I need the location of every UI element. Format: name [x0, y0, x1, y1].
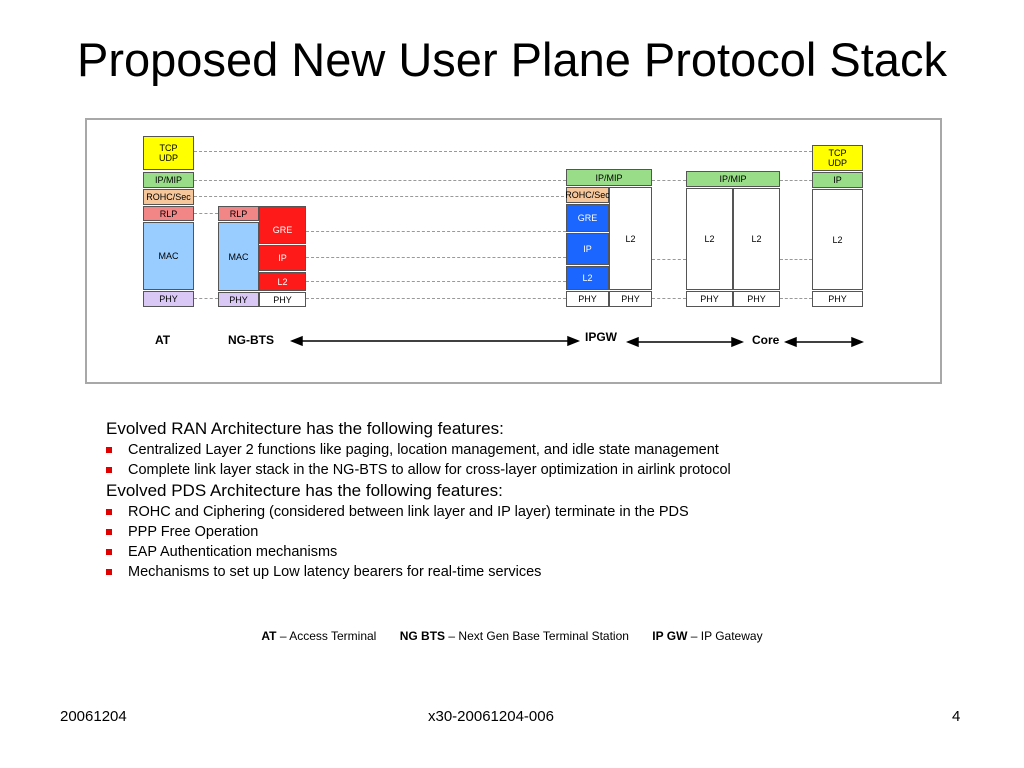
pds-bullet-4: Mechanisms to set up Low latency bearers…: [106, 562, 986, 582]
ipgw-l2-right-layer: L2: [609, 187, 652, 290]
ran-heading: Evolved RAN Architecture has the followi…: [106, 419, 504, 438]
legend-at: AT – Access Terminal: [261, 629, 377, 643]
features-section: Evolved RAN Architecture has the followi…: [106, 418, 986, 582]
server-l2-layer: L2: [812, 189, 863, 290]
ipgw-gre-layer: GRE: [566, 204, 609, 232]
at-mac-layer: MAC: [143, 222, 194, 290]
server-tcp-udp-layer: TCP UDP: [812, 145, 863, 171]
dashed-line-l2-core: [652, 259, 686, 260]
ipgw-ip-layer: IP: [566, 233, 609, 265]
pds-bullet-2: PPP Free Operation: [106, 522, 986, 542]
bullet-square-icon: [106, 447, 112, 453]
core-ip-mip-layer: IP/MIP: [686, 171, 780, 187]
dashed-line-ip: [194, 180, 566, 181]
label-ngbts: NG-BTS: [228, 333, 274, 347]
legend-ngbts: NG BTS – Next Gen Base Terminal Station: [399, 629, 629, 643]
ngbts-phy-left-layer: PHY: [218, 292, 259, 307]
bullet-square-icon: [106, 569, 112, 575]
dashed-line-ipl: [306, 257, 566, 258]
dashed-line-phy-2: [306, 298, 566, 299]
dashed-line-rohc: [194, 196, 564, 197]
dashed-line-phy-4: [780, 298, 812, 299]
footer-doc-id: x30-20061204-006: [428, 708, 554, 725]
dashed-line-l2-server: [780, 259, 812, 260]
label-core: Core: [752, 333, 780, 347]
label-ipgw: IPGW: [585, 330, 617, 344]
core-phy-right-layer: PHY: [733, 291, 780, 307]
footer-page-number: 4: [952, 708, 961, 725]
ngbts-phy-right-layer: PHY: [259, 292, 306, 307]
ipgw-phy-right-layer: PHY: [609, 291, 652, 307]
ngbts-rlp-layer: RLP: [218, 206, 259, 221]
bullet-square-icon: [106, 509, 112, 515]
ngbts-ip-layer: IP: [259, 245, 306, 271]
dashed-line-ip-core: [780, 180, 812, 181]
at-rohc-sec-layer: ROHC/Sec: [143, 189, 194, 205]
core-l2-right-layer: L2: [733, 188, 780, 290]
ipgw-phy-left-layer: PHY: [566, 291, 609, 307]
bullet-square-icon: [106, 467, 112, 473]
protocol-stack-diagram: [85, 118, 942, 384]
pds-bullet-1: ROHC and Ciphering (considered between l…: [106, 502, 986, 522]
core-phy-left-layer: PHY: [686, 291, 733, 307]
at-ip-mip-layer: IP/MIP: [143, 172, 194, 188]
at-phy-layer: PHY: [143, 291, 194, 307]
bullet-square-icon: [106, 529, 112, 535]
ipgw-ip-mip-layer: IP/MIP: [566, 169, 652, 186]
ran-bullet-2: Complete link layer stack in the NG-BTS …: [106, 460, 986, 480]
dashed-line-gre: [306, 231, 566, 232]
dashed-line-phy-3: [652, 298, 686, 299]
dashed-line-l2: [306, 281, 566, 282]
footer-date: 20061204: [60, 708, 127, 725]
abbreviation-legend: AT – Access Terminal NG BTS – Next Gen B…: [0, 629, 1024, 643]
at-tcp-udp-layer: TCP UDP: [143, 136, 194, 170]
legend-ipgw: IP GW – IP Gateway: [652, 629, 763, 643]
dashed-line-tcp: [194, 151, 812, 152]
ipgw-rohc-sec-layer: ROHC/Sec: [565, 187, 610, 203]
pds-bullet-3: EAP Authentication mechanisms: [106, 542, 986, 562]
ngbts-gre-layer: GRE: [259, 206, 306, 244]
ngbts-mac-layer: MAC: [218, 222, 259, 291]
label-at: AT: [155, 333, 171, 347]
dashed-line-phy-1: [194, 298, 218, 299]
at-rlp-layer: RLP: [143, 206, 194, 221]
ngbts-l2-layer: L2: [259, 272, 306, 291]
dashed-line-rlp: [194, 213, 218, 214]
pds-heading: Evolved PDS Architecture has the followi…: [106, 481, 503, 500]
server-phy-layer: PHY: [812, 291, 863, 307]
ran-bullet-1: Centralized Layer 2 functions like pagin…: [106, 440, 986, 460]
bullet-square-icon: [106, 549, 112, 555]
dashed-line-ip-right: [652, 180, 686, 181]
slide-title: Proposed New User Plane Protocol Stack: [77, 33, 947, 86]
server-ip-layer: IP: [812, 172, 863, 188]
core-l2-left-layer: L2: [686, 188, 733, 290]
ipgw-l2-layer: L2: [566, 266, 609, 290]
